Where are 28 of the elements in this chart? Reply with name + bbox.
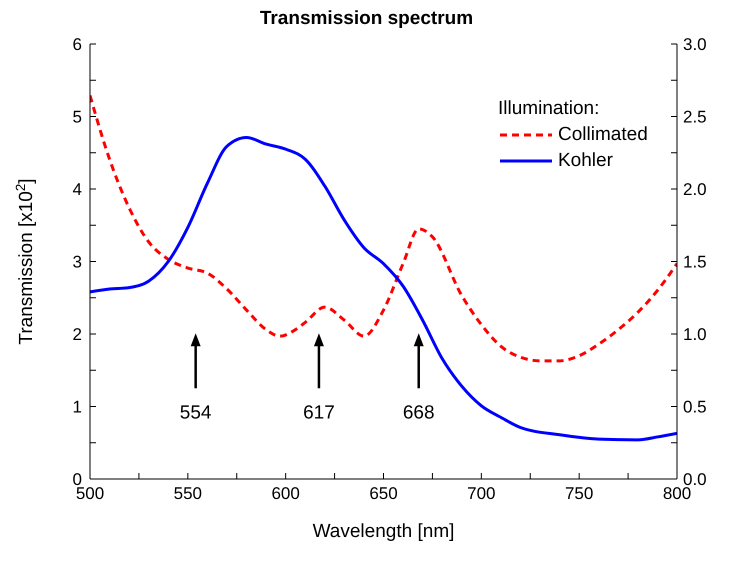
- line-series: [90, 94, 677, 362]
- y2-tick-label: 1.5: [683, 252, 707, 272]
- x-tick-label: 800: [662, 484, 692, 504]
- y2-tick-label: 1.0: [683, 325, 707, 344]
- annotation: 668: [402, 402, 435, 424]
- y-tick-label: 3: [72, 252, 82, 272]
- legend-label: Kohler: [558, 149, 613, 173]
- y-tick-label: 5: [72, 108, 82, 127]
- y2-tick-label: 2.0: [683, 180, 707, 200]
- y-tick-label: 4: [72, 180, 82, 200]
- annotation: 554: [180, 402, 212, 424]
- x-tick-label: 650: [369, 484, 398, 504]
- x-tick-label: 550: [174, 484, 202, 504]
- x-tick-label: 500: [76, 484, 104, 504]
- y-tick-label: 6: [72, 35, 82, 54]
- y-tick-label: 2: [72, 325, 82, 344]
- chart-title: Transmission spectrum: [258, 8, 474, 31]
- y2-tick-label: 0.5: [683, 398, 707, 417]
- legend-title: Illumination:: [498, 97, 600, 121]
- x-tick-label: 700: [467, 484, 496, 504]
- x-tick-label: 750: [564, 484, 594, 504]
- x-tick-label: 600: [271, 484, 300, 504]
- annotation: 617: [303, 402, 335, 424]
- y2-tick-label: 2.5: [683, 108, 707, 127]
- y-tick-label: 1: [72, 398, 82, 417]
- x-axis-title: Wavelength [nm]: [312, 521, 454, 542]
- legend-label: Collimated: [558, 123, 648, 147]
- y2-tick-label: 3.0: [683, 35, 707, 54]
